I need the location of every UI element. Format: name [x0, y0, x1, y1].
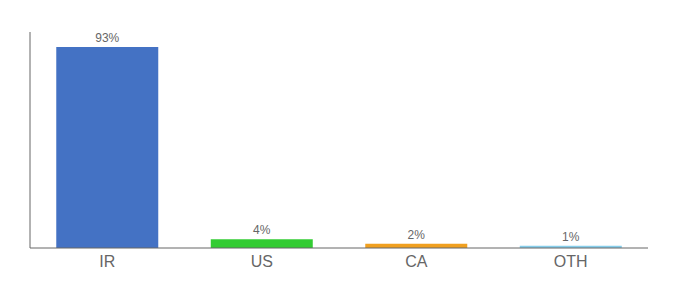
- svg-text:2%: 2%: [408, 228, 426, 242]
- svg-text:1%: 1%: [562, 230, 580, 244]
- svg-text:IR: IR: [99, 253, 115, 270]
- svg-text:OTH: OTH: [554, 253, 588, 270]
- svg-text:US: US: [251, 253, 273, 270]
- svg-text:CA: CA: [405, 253, 428, 270]
- svg-text:4%: 4%: [253, 223, 271, 237]
- svg-text:93%: 93%: [95, 31, 119, 45]
